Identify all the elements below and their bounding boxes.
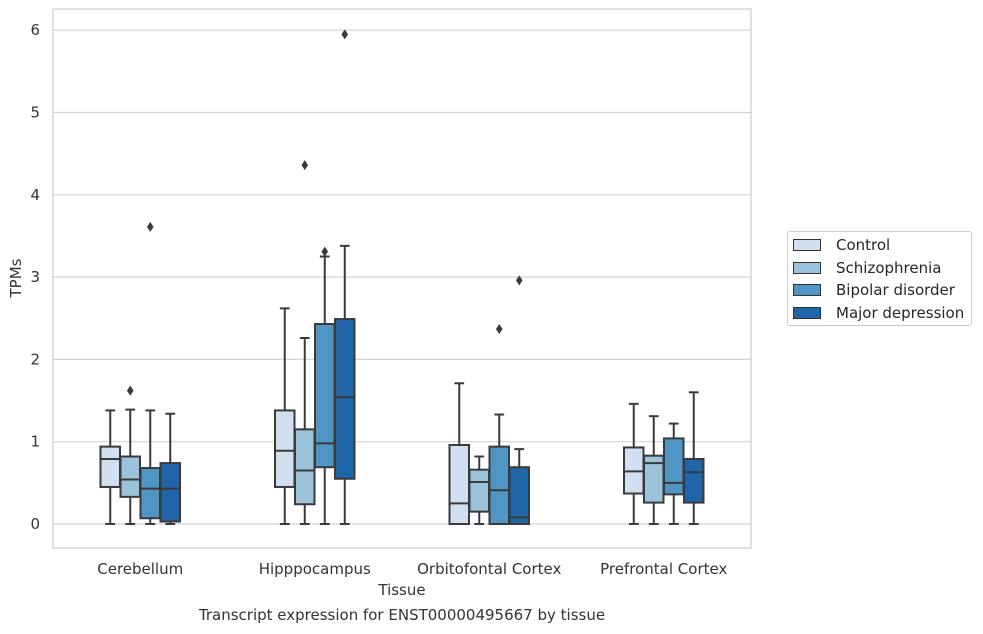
box-schizophrenia	[294, 160, 316, 525]
box-bipolar-disorder	[139, 221, 161, 525]
outlier-point	[495, 323, 503, 334]
legend-item: Bipolar disorder	[793, 281, 955, 299]
y-tick-labels: 0 1 2 3 4 5 6	[30, 21, 40, 533]
box-major-depression	[683, 391, 705, 525]
y-tick-label: 6	[30, 21, 40, 39]
x-tick-label: Hipppocampus	[259, 560, 371, 578]
y-tick-label: 5	[30, 104, 40, 122]
box-body	[119, 455, 141, 498]
outlier-point	[126, 385, 134, 396]
box-major-depression	[508, 275, 530, 526]
box-body	[468, 468, 490, 513]
legend-swatch	[793, 239, 821, 251]
box-bipolar-disorder	[488, 323, 510, 525]
box-body	[488, 445, 510, 525]
x-tick-label: Cerebellum	[97, 560, 183, 578]
legend-swatch	[793, 306, 821, 319]
box-major-depression	[159, 412, 181, 525]
box-body	[139, 467, 161, 520]
legend-label: Major depression	[836, 303, 965, 322]
box-control	[448, 382, 470, 526]
outlier-point	[341, 29, 349, 40]
y-axis-label: TPMs	[7, 258, 25, 298]
box-body	[274, 409, 296, 488]
legend-item: Major depression	[793, 304, 964, 322]
outlier-point	[146, 221, 154, 232]
box-control	[274, 307, 296, 525]
box-bipolar-disorder	[663, 422, 685, 525]
outlier-point	[321, 246, 329, 257]
box-control	[623, 402, 645, 525]
legend-swatch	[793, 261, 821, 274]
y-tick-label: 4	[30, 186, 40, 204]
x-tick-label: Prefrontal Cortex	[600, 560, 727, 578]
box-schizophrenia	[643, 415, 665, 525]
grid-lines	[53, 29, 751, 525]
box-body	[448, 443, 470, 526]
box-schizophrenia	[468, 455, 490, 525]
y-tick-label: 0	[30, 515, 40, 533]
y-tick-label: 1	[30, 433, 40, 451]
box-body	[663, 437, 685, 496]
box-body	[683, 457, 705, 504]
box-body	[314, 323, 336, 469]
legend-label: Control	[836, 236, 891, 254]
box-major-depression	[334, 29, 356, 525]
legend-label: Schizophrenia	[836, 258, 942, 277]
outlier-point	[301, 160, 309, 171]
legend-item: Schizophrenia	[793, 259, 941, 277]
x-axis-label: Tissue	[377, 581, 425, 599]
x-tick-labels: Cerebellum Hipppocampus Orbitofontal Corte…	[97, 560, 727, 578]
box-body	[508, 466, 530, 526]
legend: Control Schizophrenia Bipolar disorder Majo…	[787, 231, 972, 326]
figure-caption: Transcript expression for ENST0000049566…	[198, 606, 606, 624]
y-tick-label: 3	[30, 268, 40, 286]
legend-label: Bipolar disorder	[836, 281, 955, 299]
plot-area-frame	[52, 8, 752, 549]
boxes	[99, 29, 705, 526]
box-schizophrenia	[119, 385, 141, 525]
outlier-point	[515, 275, 523, 286]
x-tick-label: Orbitofontal Cortex	[417, 560, 561, 578]
box-body	[99, 445, 121, 488]
box-body	[159, 462, 181, 523]
y-tick-label: 2	[30, 350, 40, 368]
legend-item: Control	[793, 236, 890, 254]
box-bipolar-disorder	[314, 246, 336, 525]
legend-swatch	[793, 284, 821, 296]
box-body	[294, 428, 316, 506]
box-control	[99, 409, 121, 525]
box-body	[334, 318, 356, 480]
